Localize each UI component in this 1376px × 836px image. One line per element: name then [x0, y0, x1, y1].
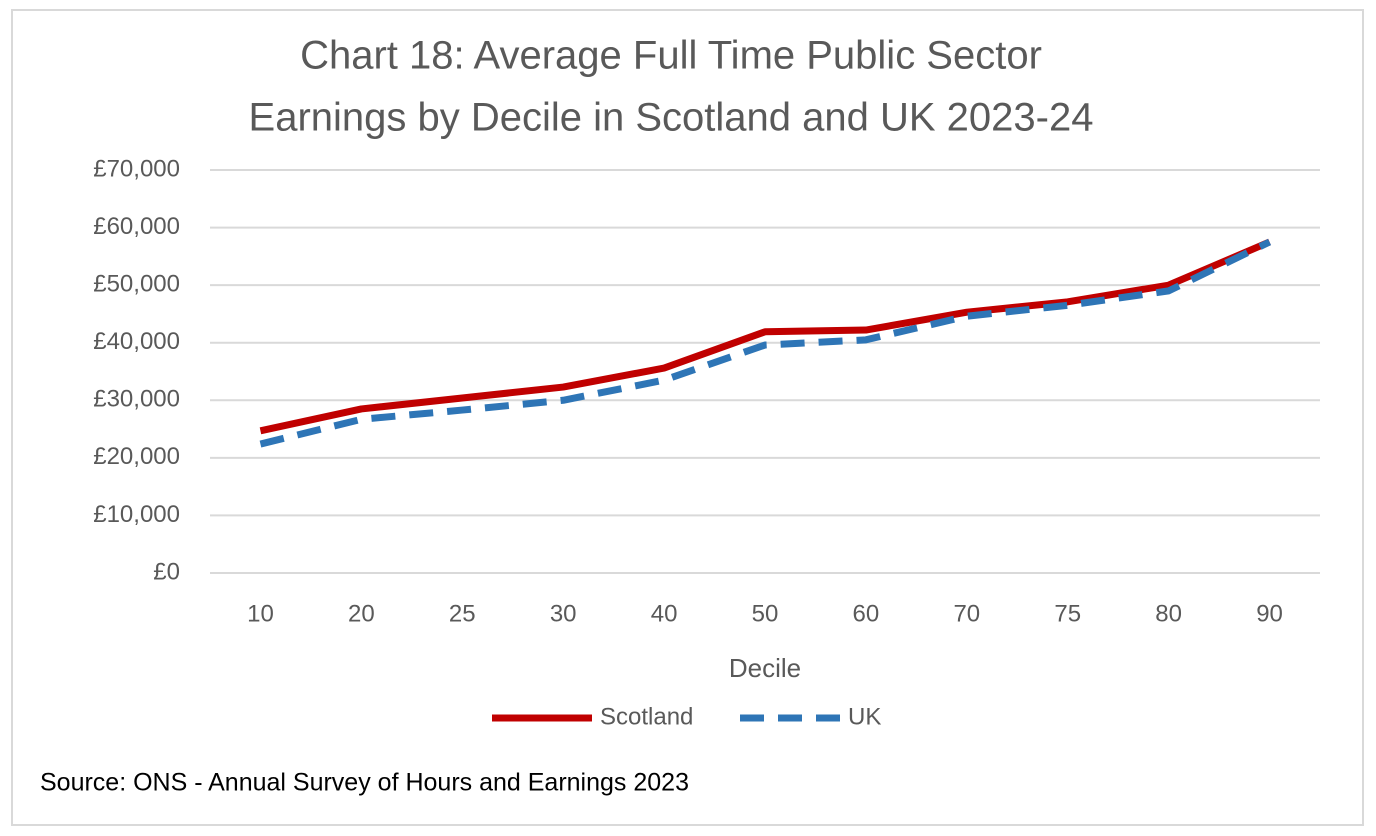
x-tick-label: 60	[853, 600, 880, 627]
x-tick-label: 50	[752, 600, 779, 627]
y-tick-label: £40,000	[93, 328, 180, 355]
x-tick-label: 40	[651, 600, 678, 627]
source-note: Source: ONS - Annual Survey of Hours and…	[40, 769, 689, 797]
legend-label: Scotland	[600, 703, 693, 730]
x-tick-label: 25	[449, 600, 476, 627]
x-axis-label: Decile	[729, 653, 801, 683]
x-tick-label: 30	[550, 600, 577, 627]
series-line	[259, 238, 1271, 435]
y-tick-label: £10,000	[93, 501, 180, 528]
chart-title: Chart 18: Average Full Time Public Secto…	[300, 34, 1042, 78]
series-line	[259, 238, 1272, 448]
y-tick-label: £50,000	[93, 270, 180, 297]
x-tick-label: 75	[1054, 600, 1081, 627]
x-tick-label: 90	[1256, 600, 1283, 627]
chart-subtitle: Earnings by Decile in Scotland and UK 20…	[249, 96, 1094, 140]
x-tick-label: 20	[348, 600, 375, 627]
y-tick-label: £0	[153, 558, 180, 585]
y-tick-label: £20,000	[93, 443, 180, 470]
x-tick-label: 80	[1155, 600, 1182, 627]
x-tick-label: 10	[247, 600, 274, 627]
y-tick-label: £70,000	[93, 155, 180, 182]
y-tick-label: £60,000	[93, 213, 180, 240]
legend-label: UK	[848, 703, 881, 730]
x-tick-label: 70	[953, 600, 980, 627]
y-tick-label: £30,000	[93, 386, 180, 413]
chart-border	[11, 9, 1364, 826]
